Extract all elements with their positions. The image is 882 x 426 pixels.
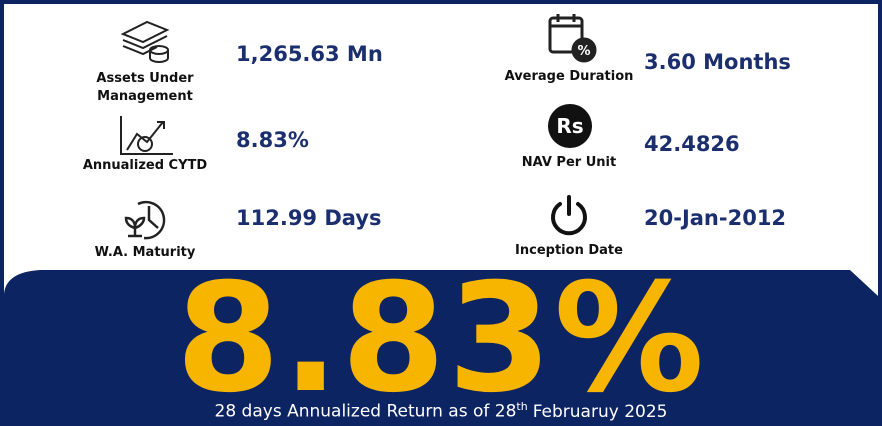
metric-label: Assets Under Management [96,71,194,104]
metric-label: Annualized CYTD [82,158,208,173]
power-icon [551,195,587,236]
clock-plant-icon [124,200,166,240]
highlight-band [4,270,878,422]
metric-value: 20-Jan-2012 [644,206,787,230]
percent-glyph: % [577,44,590,59]
metric-value: 42.4826 [644,132,740,156]
money-icon [120,20,170,63]
caption-text: Februaruy 2025 [532,401,668,422]
growth-icon [120,116,173,155]
metric-label: NAV Per Unit [521,155,617,170]
rupee-icon: Rs [548,104,592,148]
caption-superscript: th [516,400,528,413]
metric-value: 112.99 Days [236,206,382,230]
metric-label: Average Duration [504,69,634,84]
calendar-icon: % [548,14,597,63]
rs-glyph: Rs [556,114,583,138]
caption-text: 28 days Annualized Return as of 28 [214,401,517,422]
metric-label: Inception Date [515,243,623,258]
metric-label: W.A. Maturity [94,245,196,260]
metric-value: 3.60 Months [644,50,791,74]
metric-value: 8.83% [236,128,309,152]
highlight-caption: 28 days Annualized Return as of 28th Febr… [4,400,878,422]
highlight-value: 8.83% [175,252,707,426]
metric-value: 1,265.63 Mn [236,42,383,66]
